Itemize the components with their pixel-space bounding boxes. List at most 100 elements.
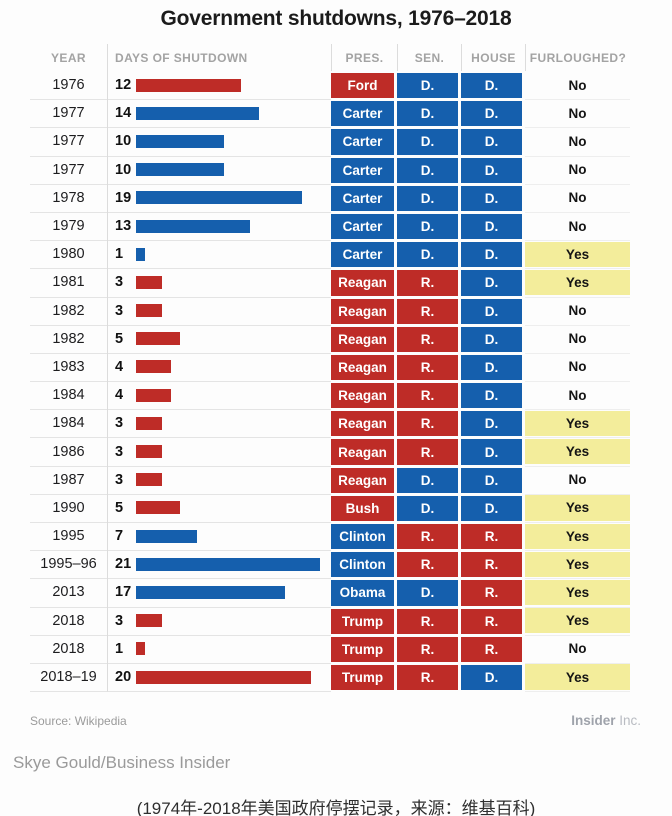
days-cell: 4 (108, 353, 331, 383)
pres-cell: Reagan (331, 383, 394, 409)
days-cell: 14 (108, 99, 331, 129)
senate-column: R. (397, 409, 461, 438)
pres-cell: Reagan (331, 467, 394, 493)
senate-cell: R. (397, 354, 458, 381)
days-bar (136, 106, 259, 120)
president-column: Reagan (331, 409, 397, 438)
furlough-pill: No (568, 331, 587, 347)
furlough-pill: No (568, 472, 587, 488)
days-cell: 5 (108, 494, 331, 523)
days-value: 5 (115, 330, 124, 347)
header-furloughed: FURLOUGHED? (525, 44, 630, 71)
pres-cell: Reagan (331, 326, 394, 352)
table-row: 1986 3 Reagan R. D. Yes (30, 437, 630, 467)
table-row: 1976 12 Ford D. D. No (30, 71, 630, 101)
table-row: 1979 13 Carter D. D. No (30, 211, 630, 242)
furlough-column: Yes (525, 663, 630, 693)
days-bar (136, 332, 180, 346)
house-cell: R. (461, 608, 522, 634)
senate-cell: R. (397, 608, 458, 634)
days-bar (136, 191, 302, 205)
pres-cell: Reagan (331, 270, 394, 296)
days-value: 3 (115, 274, 124, 291)
pres-cell: Carter (331, 129, 394, 155)
header-senate: SEN. (397, 44, 461, 71)
pres-cell: Bush (331, 495, 394, 521)
table-row: 1980 1 Carter D. D. Yes (30, 240, 630, 270)
house-cell: D. (461, 129, 522, 155)
table-body: 1976 12 Ford D. D. No 1977 14 (30, 71, 630, 693)
days-value: 3 (115, 471, 124, 488)
pres-cell: Carter (331, 101, 394, 127)
president-column: Carter (331, 156, 397, 185)
president-column: Carter (331, 240, 397, 269)
days-bar (136, 416, 162, 430)
furlough-column: No (525, 71, 630, 101)
furlough-column: Yes (525, 550, 630, 580)
table-row: 1983 4 Reagan R. D. No (30, 352, 630, 383)
president-column: Carter (331, 184, 397, 213)
days-bar (136, 247, 145, 261)
table-row: 2013 17 Obama D. R. Yes (30, 578, 630, 608)
house-cell: D. (461, 495, 522, 521)
pres-cell: Carter (331, 213, 394, 240)
house-column: D. (461, 325, 525, 354)
pres-cell: Clinton (331, 552, 394, 578)
furlough-pill: No (568, 218, 587, 234)
senate-column: D. (397, 494, 461, 523)
president-column: Carter (331, 212, 397, 241)
president-column: Carter (331, 127, 397, 156)
house-cell: D. (461, 213, 522, 240)
days-cell: 3 (108, 409, 331, 439)
furlough-column: No (525, 99, 630, 129)
senate-cell: D. (397, 242, 458, 268)
senate-cell: R. (397, 524, 458, 550)
president-column: Reagan (331, 268, 397, 297)
senate-column: R. (397, 381, 461, 410)
year-cell: 1977 (30, 155, 108, 185)
senate-column: D. (397, 578, 461, 607)
president-column: Clinton (331, 550, 397, 579)
senate-column: R. (397, 607, 461, 636)
days-cell: 3 (108, 466, 331, 495)
days-cell: 19 (108, 184, 331, 213)
year-cell: 1984 (30, 409, 108, 439)
president-column: Ford (331, 71, 397, 100)
house-column: D. (461, 71, 525, 100)
furlough-column: No (525, 297, 630, 326)
senate-column: R. (397, 550, 461, 579)
house-cell: D. (461, 467, 522, 493)
header-president: PRES. (331, 44, 397, 71)
senate-cell: D. (397, 185, 458, 211)
days-value: 19 (115, 189, 132, 206)
house-column: R. (461, 607, 525, 636)
furlough-column: Yes (525, 437, 630, 467)
days-cell: 1 (108, 635, 331, 664)
house-column: D. (461, 663, 525, 692)
pres-cell: Trump (331, 636, 394, 662)
header-year: YEAR (30, 44, 108, 71)
furlough-column: No (525, 353, 630, 383)
days-bar (136, 642, 145, 656)
senate-column: D. (397, 127, 461, 156)
header-house: HOUSE (461, 44, 525, 71)
days-cell: 3 (108, 297, 331, 326)
days-bar (136, 163, 224, 177)
furlough-pill: No (568, 105, 587, 121)
senate-column: D. (397, 240, 461, 269)
senate-column: R. (397, 297, 461, 326)
insider-logo-bold: Insider (571, 713, 616, 729)
year-cell: 1979 (30, 211, 108, 242)
house-cell: D. (461, 354, 522, 381)
furlough-column: No (525, 127, 630, 157)
table-row: 1977 14 Carter D. D. No (30, 99, 630, 129)
senate-cell: D. (397, 213, 458, 240)
furlough-pill: No (568, 641, 587, 657)
house-column: D. (461, 466, 525, 495)
year-cell: 1984 (30, 381, 108, 411)
house-column: D. (461, 240, 525, 269)
days-value: 7 (115, 528, 124, 545)
senate-column: D. (397, 466, 461, 495)
furlough-column: Yes (525, 494, 630, 523)
senate-cell: D. (397, 467, 458, 493)
